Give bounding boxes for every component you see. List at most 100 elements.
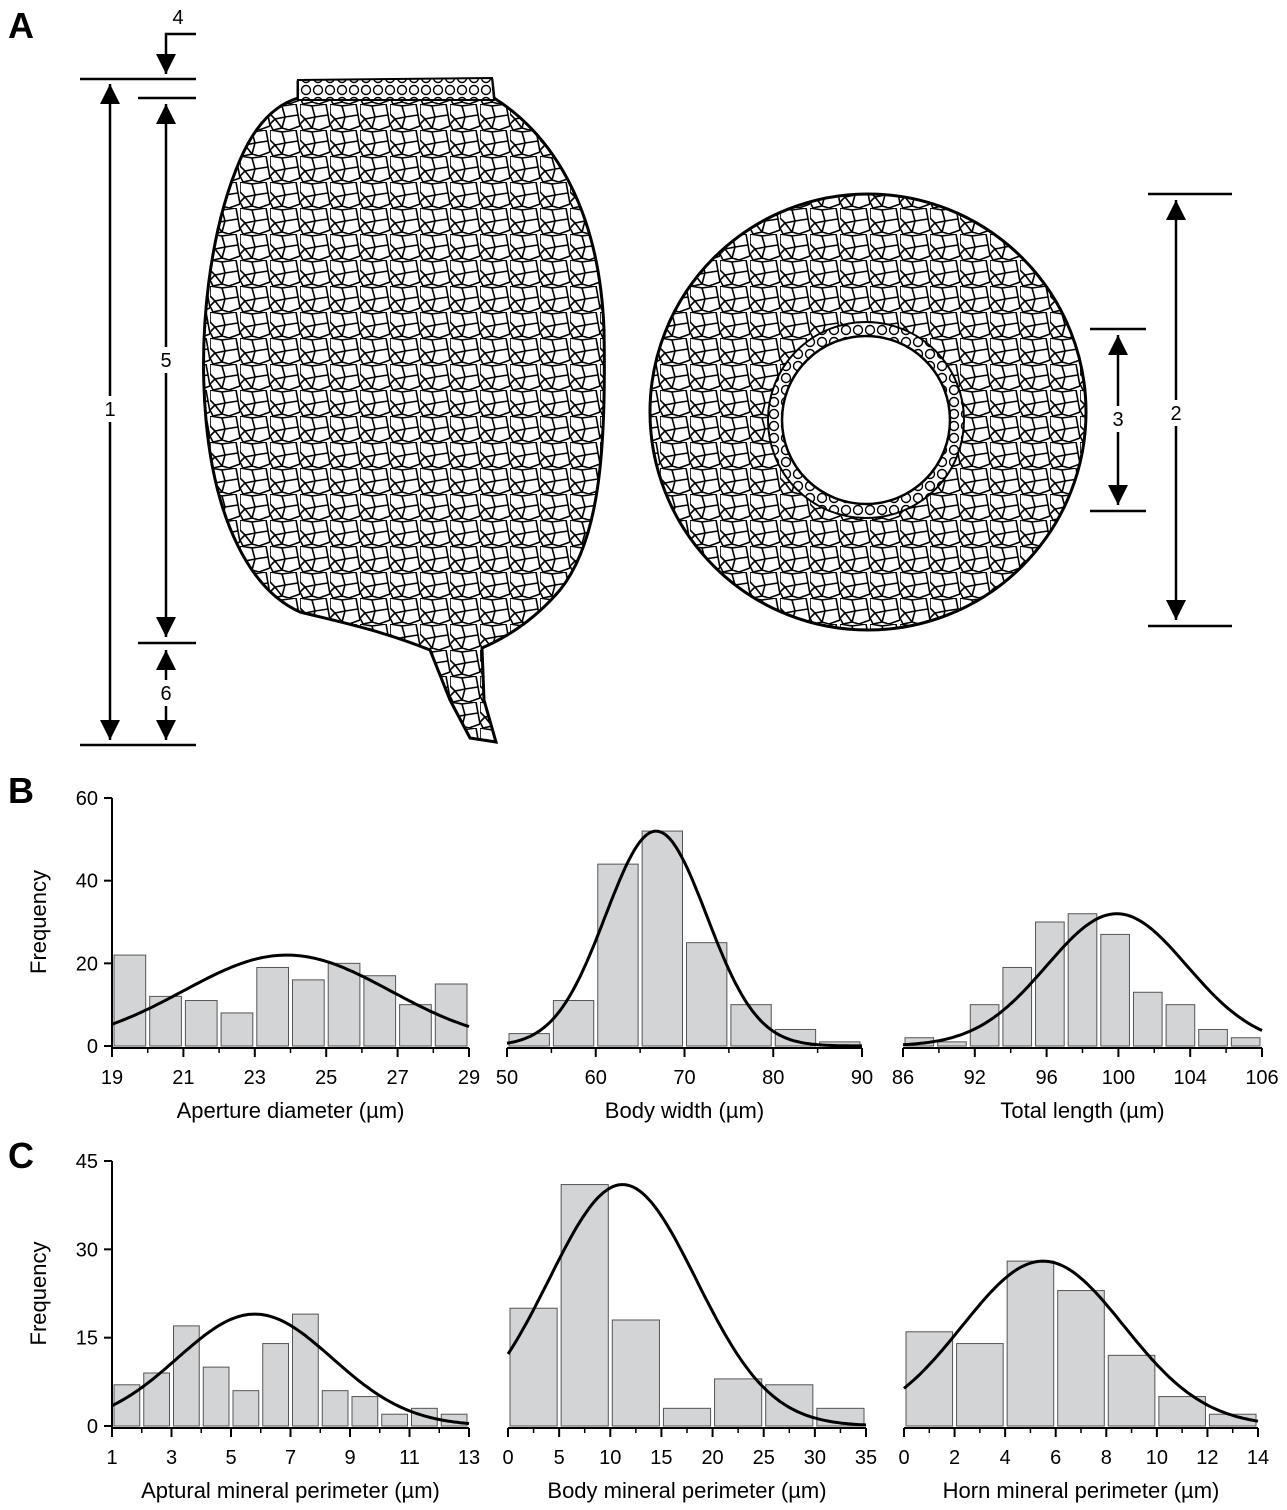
histogram-bar: [1165, 1004, 1196, 1047]
dimension-label-5: 5: [160, 350, 171, 372]
x-tick-label: 60: [585, 1067, 607, 1089]
lorica-body-outline: [202, 78, 606, 744]
histogram-bar: [321, 1390, 349, 1427]
x-tick-label: 100: [1102, 1067, 1135, 1089]
histogram-bar: [363, 975, 397, 1047]
x-tick-label: 35: [855, 1447, 877, 1469]
histogram-bar: [220, 1012, 254, 1047]
histogram-bar: [1230, 1037, 1261, 1047]
y-tick-label: 60: [76, 788, 98, 810]
histogram-bar: [292, 979, 325, 1047]
y-tick-label: 0: [87, 1416, 98, 1438]
x-tick-label: 50: [496, 1067, 518, 1089]
x-tick-label: 2: [949, 1447, 960, 1469]
lorica-top-aperture: [780, 334, 952, 506]
lorica-side-view: [202, 76, 606, 744]
x-axis-label: Aptural mineral perimeter (µm): [141, 1478, 440, 1503]
x-tick-label: 96: [1035, 1067, 1057, 1089]
x-tick-label: 29: [458, 1067, 480, 1089]
y-tick-label: 15: [76, 1328, 98, 1350]
normal-fit-curve: [903, 1259, 1259, 1423]
x-axis-label: Body width (µm): [605, 1098, 764, 1123]
histogram-bar: [765, 1384, 814, 1427]
histogram-bar: [686, 942, 728, 1047]
dimension-label-2: 2: [1170, 403, 1181, 425]
normal-fit-curve: [506, 1183, 867, 1427]
x-tick-label: 25: [315, 1067, 337, 1089]
panel-letter-c: C: [8, 1135, 34, 1176]
panel-letter-a: A: [8, 5, 34, 46]
histogram-5: 0 5 10 15 20 25 30 35 Body mineral perimeter (µm…: [502, 1183, 877, 1503]
histogram-bar: [937, 1041, 967, 1047]
x-tick-label: 8: [1101, 1447, 1112, 1469]
histogram-bar: [1067, 913, 1098, 1047]
normal-fit-curve: [902, 912, 1263, 1047]
dimension-label-4: 4: [172, 7, 183, 29]
histogram-bar: [262, 1343, 289, 1427]
dimension-label-6: 6: [160, 683, 171, 705]
histogram-bar: [202, 1366, 230, 1427]
y-axis-label: Frequency: [26, 1242, 51, 1346]
x-tick-label: 12: [1196, 1447, 1218, 1469]
histogram-bar: [1198, 1028, 1228, 1047]
histogram-bar: [714, 1378, 763, 1427]
x-tick-label: 21: [172, 1067, 194, 1089]
x-tick-label: 19: [101, 1067, 123, 1089]
x-tick-label: 20: [701, 1447, 723, 1469]
histogram-bar: [1107, 1354, 1156, 1427]
histogram-bar: [292, 1313, 319, 1427]
x-tick-label: 0: [502, 1447, 513, 1469]
x-tick-label: 4: [1000, 1447, 1011, 1469]
histogram-bar: [113, 954, 147, 1047]
x-tick-label: 70: [673, 1067, 695, 1089]
x-tick-label: 10: [1146, 1447, 1168, 1469]
panel-letter-b: B: [8, 770, 34, 811]
normal-fit-curve: [111, 1312, 470, 1426]
x-axis-label: Aperture diameter (µm): [177, 1098, 405, 1123]
x-tick-label: 86: [892, 1067, 914, 1089]
x-tick-label: 14: [1247, 1447, 1269, 1469]
histogram-bar: [662, 1407, 712, 1427]
histogram-1: 19 21 23 25 27 29 Aperture diameter (µm) 0 20 40 6…: [26, 788, 480, 1123]
x-tick-label: 106: [1245, 1067, 1278, 1089]
dimension-labels: 1 2 3 4 5 6: [98, 7, 1188, 706]
lorica-aperture-rim: [297, 76, 496, 101]
y-tick-label: 20: [76, 953, 98, 975]
histogram-bar: [508, 1033, 550, 1047]
x-axis-label: Total length (µm): [1000, 1098, 1164, 1123]
x-axis-label: Horn mineral perimeter (µm): [943, 1478, 1220, 1503]
histogram-6: 0 2 4 6 8 10 12 14 Horn mineral perimeter (µm): [898, 1259, 1269, 1503]
histogram-bar: [184, 1000, 218, 1047]
x-tick-label: 90: [851, 1067, 873, 1089]
x-tick-label: 27: [386, 1067, 408, 1089]
histogram-bar: [381, 1413, 408, 1427]
x-tick-label: 30: [804, 1447, 826, 1469]
y-axis-label: Frequency: [26, 870, 51, 974]
x-tick-label: 10: [599, 1447, 621, 1469]
histogram-bar: [143, 1372, 170, 1427]
x-tick-label: 11: [399, 1447, 420, 1469]
histogram-bar: [232, 1390, 260, 1427]
y-tick-label: 45: [76, 1151, 98, 1173]
histogram-bar: [173, 1325, 200, 1427]
x-axis-label: Body mineral perimeter (µm): [547, 1478, 826, 1503]
histogram-bar: [327, 962, 361, 1047]
x-tick-label: 104: [1174, 1067, 1207, 1089]
histogram-bar: [149, 995, 182, 1047]
x-tick-label: 15: [650, 1447, 672, 1469]
y-tick-label: 0: [87, 1036, 98, 1058]
x-tick-label: 5: [225, 1447, 236, 1469]
histogram-bar: [1100, 933, 1130, 1047]
histogram-bar: [1057, 1290, 1105, 1427]
x-tick-label: 0: [898, 1447, 909, 1469]
x-tick-label: 13: [458, 1447, 480, 1469]
x-tick-label: 23: [244, 1067, 266, 1089]
histogram-bar: [113, 1384, 141, 1427]
histogram-bar: [560, 1184, 609, 1427]
histogram-bar: [1006, 1260, 1055, 1427]
histogram-bar: [256, 966, 289, 1047]
x-tick-label: 9: [344, 1447, 355, 1469]
histogram-2: 50 60 70 80 90 Body width (µm): [496, 829, 873, 1123]
